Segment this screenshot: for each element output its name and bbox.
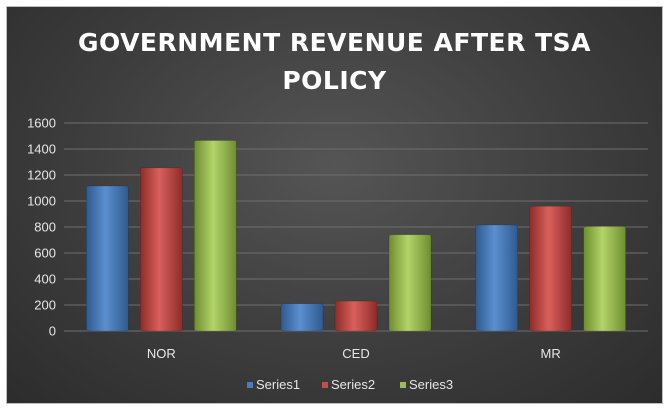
legend-label: Series2 <box>331 377 375 392</box>
y-tick-label: 400 <box>34 272 56 287</box>
legend-swatch <box>322 382 328 388</box>
legend-item-series3: Series3 <box>400 377 453 392</box>
legend-swatch <box>400 382 406 388</box>
bar-series1-mr <box>475 224 518 332</box>
bar-series1-ced <box>280 303 324 332</box>
bar-series1-nor <box>86 185 129 332</box>
bar-series2-ced <box>334 300 378 332</box>
x-axis-tick-labels: NOR CED MR <box>147 346 561 361</box>
y-tick-label: 0 <box>49 324 56 339</box>
legend-item-series2: Series2 <box>322 377 375 392</box>
y-tick-label: 1400 <box>27 142 56 157</box>
y-tick-label: 600 <box>34 246 56 261</box>
legend-item-series1: Series1 <box>247 377 300 392</box>
y-axis-tick-labels: 0 200 400 600 800 1000 1200 1400 1600 <box>27 116 56 339</box>
y-tick-label: 800 <box>34 220 56 235</box>
x-tick-label-mr: MR <box>541 346 561 361</box>
bars <box>86 140 626 332</box>
y-tick-label: 1200 <box>27 168 56 183</box>
y-tick-label: 200 <box>34 298 56 313</box>
x-tick-label-ced: CED <box>342 346 369 361</box>
bar-series3-ced <box>388 234 432 332</box>
y-tick-label: 1000 <box>27 194 56 209</box>
legend-swatch <box>247 382 253 388</box>
bar-series3-nor <box>194 140 237 332</box>
legend-label: Series1 <box>256 377 300 392</box>
bar-series2-nor <box>140 167 183 332</box>
legend: Series1 Series2 Series3 <box>247 377 453 392</box>
legend-label: Series3 <box>409 377 453 392</box>
bar-series3-mr <box>583 226 626 332</box>
x-tick-label-nor: NOR <box>147 346 176 361</box>
y-tick-label: 1600 <box>27 116 56 131</box>
bar-series2-mr <box>529 205 572 332</box>
chart-title: GOVERNMENT REVENUE AFTER TSA POLICY <box>77 28 591 95</box>
